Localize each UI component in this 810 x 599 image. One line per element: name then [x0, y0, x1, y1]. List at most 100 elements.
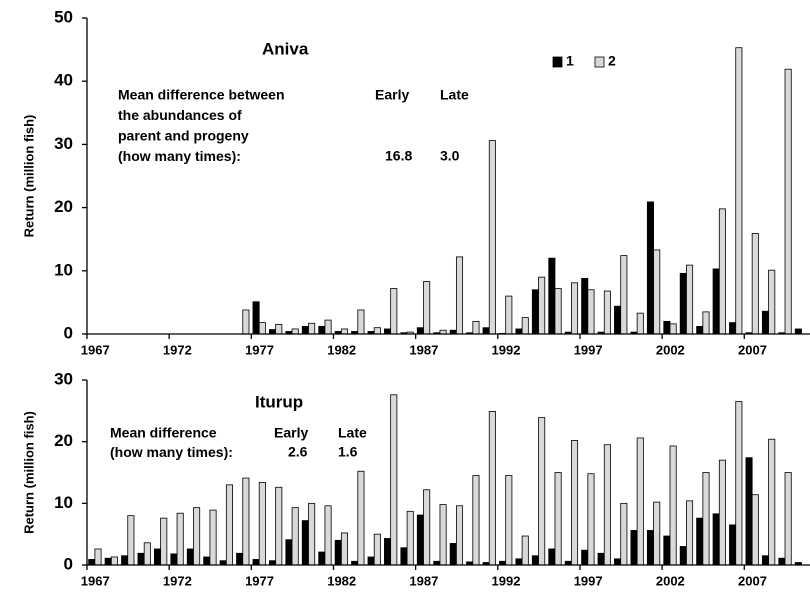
- bar: [768, 269, 776, 335]
- bar: [646, 201, 654, 335]
- bar: [334, 539, 342, 566]
- bar: [236, 552, 244, 566]
- bar: [696, 517, 704, 566]
- bar: [778, 557, 786, 566]
- bar: [751, 494, 759, 566]
- bar: [712, 513, 720, 566]
- bar: [603, 444, 611, 566]
- bar: [729, 524, 737, 566]
- annotation-value: 2.6: [288, 444, 308, 460]
- bar: [472, 320, 480, 335]
- annotation-line: Mean difference: [110, 425, 217, 441]
- bar: [384, 328, 392, 335]
- annotation-line: (how many times):: [110, 444, 233, 460]
- bar: [390, 394, 398, 566]
- x-tick-label: 1977: [245, 342, 274, 357]
- annotation-header: Late: [440, 87, 469, 103]
- bar: [110, 556, 118, 566]
- bar: [669, 445, 677, 566]
- bar: [587, 473, 595, 566]
- bar: [285, 539, 293, 566]
- bar: [242, 309, 250, 335]
- bar: [581, 277, 589, 335]
- bar: [751, 233, 759, 335]
- bar: [729, 322, 737, 335]
- bar: [160, 517, 168, 566]
- bar: [718, 459, 726, 566]
- annotation-value: 1.6: [338, 444, 358, 460]
- bar: [472, 475, 480, 566]
- bar: [620, 502, 628, 566]
- y-tick-label: 10: [54, 493, 73, 512]
- bar: [686, 264, 694, 335]
- x-tick-label: 2002: [656, 573, 685, 588]
- annotation-header: Early: [375, 87, 409, 103]
- bar: [291, 328, 299, 335]
- bar: [745, 457, 753, 566]
- bar: [373, 327, 381, 335]
- bar: [761, 310, 769, 335]
- bar: [423, 489, 431, 566]
- bar: [614, 558, 622, 566]
- x-tick-label: 1972: [163, 342, 192, 357]
- bar: [127, 515, 135, 566]
- y-tick-label: 50: [54, 7, 73, 26]
- y-axis-label: Return (million fish): [21, 115, 36, 238]
- bar: [581, 549, 589, 566]
- bar: [538, 276, 546, 335]
- bar: [554, 288, 562, 335]
- bar: [653, 501, 661, 566]
- bar: [252, 301, 260, 335]
- x-tick-label: 1977: [245, 573, 274, 588]
- bar: [176, 512, 184, 566]
- bar: [416, 327, 424, 335]
- bar: [505, 295, 513, 335]
- bar: [646, 530, 654, 566]
- bar: [696, 326, 704, 335]
- bar: [587, 289, 595, 335]
- bar: [367, 556, 375, 566]
- bar: [318, 551, 326, 566]
- bar: [515, 558, 523, 566]
- bar: [538, 417, 546, 566]
- bar: [439, 504, 447, 566]
- bar: [702, 472, 710, 566]
- y-tick-label: 30: [54, 134, 73, 153]
- bar: [663, 320, 671, 335]
- annotation-header: Late: [338, 425, 367, 441]
- bar: [505, 475, 513, 566]
- bar: [455, 256, 464, 335]
- annotation-line: parent and progeny: [118, 128, 249, 144]
- bar: [614, 305, 622, 335]
- bar: [423, 281, 431, 335]
- bar: [712, 268, 720, 335]
- x-tick-label: 1997: [574, 342, 603, 357]
- x-tick-label: 1972: [163, 573, 192, 588]
- y-tick-label: 0: [64, 554, 73, 573]
- annotation-line: Mean difference between: [118, 87, 285, 103]
- bar: [400, 547, 408, 566]
- bar: [653, 249, 661, 335]
- x-tick-label: 2002: [656, 342, 685, 357]
- bar: [268, 329, 277, 335]
- bar: [324, 319, 332, 335]
- bar: [449, 543, 457, 566]
- x-tick-label: 2007: [738, 342, 767, 357]
- bar: [203, 556, 211, 566]
- bar: [620, 255, 628, 335]
- bar: [373, 533, 381, 566]
- bar: [784, 68, 792, 335]
- y-tick-label: 20: [54, 431, 73, 450]
- bar: [357, 309, 365, 335]
- bar: [663, 535, 671, 566]
- bar: [784, 472, 792, 566]
- annotation-header: Early: [274, 425, 308, 441]
- bar: [636, 312, 644, 335]
- bar: [735, 401, 743, 566]
- bar: [121, 555, 129, 566]
- bar: [571, 440, 579, 566]
- x-tick-label: 1992: [492, 573, 521, 588]
- x-tick-label: 1982: [327, 342, 356, 357]
- bar: [209, 509, 217, 566]
- bar: [384, 538, 392, 566]
